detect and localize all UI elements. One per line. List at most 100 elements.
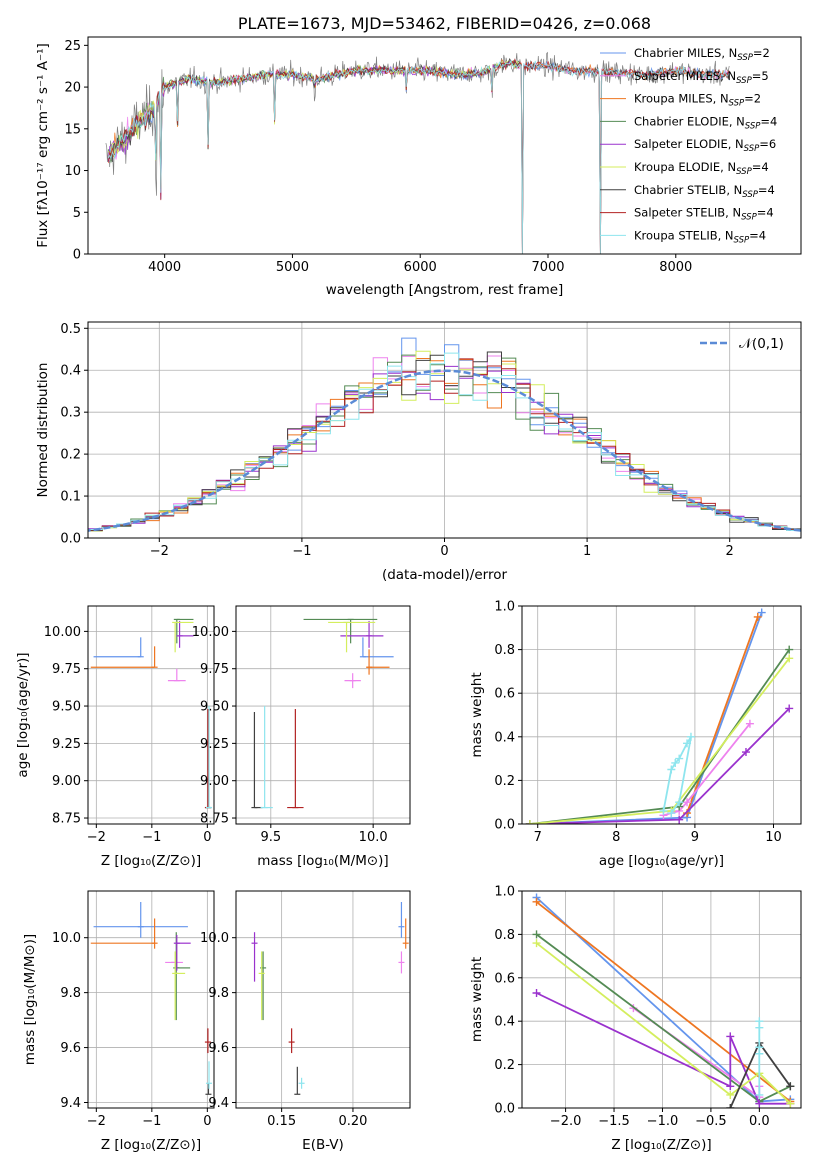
weight-marker [726, 1104, 735, 1108]
mass-EBV-y-tick-label: 9.6 [208, 1041, 229, 1056]
residuals-x-tick-label: 2 [726, 544, 734, 559]
weight-age-x-tick-label: 9 [691, 830, 699, 845]
weight-marker [726, 1090, 735, 1099]
weight-marker [667, 809, 676, 818]
weight-marker [532, 939, 541, 948]
weight-age-x-tick-label: 7 [534, 830, 542, 845]
age-mass-x-axis-label: mass [log₁₀(M/M⊙)] [257, 853, 388, 869]
residual-y-axis-label: Normed distribution [35, 363, 51, 498]
weight-marker [785, 704, 794, 713]
weight-marker [667, 765, 676, 774]
mass-Z-x-tick-label: −1 [142, 1114, 161, 1129]
age-mass-y-tick-label: 8.75 [200, 812, 229, 827]
residuals-x-tick-label: 1 [583, 544, 591, 559]
plot-layer [88, 51, 801, 1108]
mass-Z-y-tick-label: 9.8 [60, 986, 81, 1001]
weight-marker [755, 1023, 764, 1032]
age-mass-x-tick-label: 10.0 [359, 830, 388, 845]
model-spectrum-line [108, 59, 730, 254]
histogram-line [88, 352, 801, 533]
mass-EBV-plot-area [251, 901, 409, 1095]
weight-Z-plot-area [532, 893, 795, 1108]
weight-marker [683, 798, 692, 807]
weight-marker [755, 1049, 764, 1058]
weight-line [529, 657, 790, 824]
weight-line [535, 942, 791, 1105]
weight-line [535, 901, 791, 1103]
spectrum-x-tick-label: 6000 [404, 260, 437, 275]
mass-EBV-x-axis-label: E(B-V) [302, 1137, 344, 1153]
chart-title: PLATE=1673, MJD=53462, FIBERID=0426, z=0… [238, 14, 651, 33]
age-mass-plot-area [251, 618, 394, 809]
weight-age-y-tick-label: 0.8 [494, 643, 515, 658]
weight-marker [726, 1082, 735, 1091]
age-mass-y-tick-label: 9.75 [200, 662, 229, 677]
weight-marker [741, 748, 750, 757]
residuals-y-tick-label: 0.3 [60, 406, 81, 421]
residuals-y-tick-label: 0.4 [60, 364, 81, 379]
weight-Z-y-tick-label: 1.0 [494, 885, 515, 900]
age-mass-y-tick-label: 9.25 [200, 737, 229, 752]
weight-marker [532, 988, 541, 997]
weight-age-y-tick-label: 0.2 [494, 774, 515, 789]
grid-layer [88, 322, 801, 1109]
mass-Z-y-tick-label: 9.4 [60, 1096, 81, 1111]
spectrum-y-tick-label: 0 [73, 248, 81, 263]
weight-marker [785, 645, 794, 654]
weight-marker [683, 739, 692, 748]
residuals-x-tick-label: −1 [292, 544, 311, 559]
weight-age-y-tick-label: 0.6 [494, 687, 515, 702]
model-spectrum-line [108, 59, 730, 254]
weight-age-y-tick-label: 1.0 [494, 600, 515, 615]
weight-age-y-tick-label: 0.4 [494, 730, 515, 745]
age-Z-x-tick-label: −1 [142, 830, 161, 845]
weight-marker [686, 732, 695, 741]
weight-marker [525, 820, 534, 824]
legend-label: Salpeter ELODIE, NSSP=6 [634, 137, 776, 154]
model-spectrum-line [108, 57, 730, 254]
residuals-x-tick-label: −2 [150, 544, 169, 559]
mass-EBV-y-tick-label: 9.8 [208, 986, 229, 1001]
mass-Z-x-axis-label: Z [log₁₀(Z/Z⊙)] [101, 1137, 201, 1153]
age-Z-y-tick-label: 8.75 [52, 812, 81, 827]
spectrum-frame [87, 36, 802, 255]
axes-layer [84, 36, 802, 1112]
age-Z-y-tick-label: 9.50 [52, 700, 81, 715]
mass-Z-y-axis-label: mass [log₁₀(M/M⊙)] [22, 934, 38, 1065]
weight-marker [675, 815, 684, 824]
residuals-y-tick-label: 0.5 [60, 322, 81, 337]
spectrum-y-axis-label: Flux [fλ10⁻¹⁷ erg cm⁻² s⁻¹ A⁻¹] [35, 43, 51, 248]
mass-Z-plot-area [90, 901, 213, 1095]
weight-Z-y-tick-label: 0.2 [494, 1058, 515, 1073]
age-Z-x-axis-label: Z [log₁₀(Z/Z⊙)] [101, 853, 201, 869]
weight-age-y-tick-label: 0.0 [494, 818, 515, 833]
mass-EBV-x-tick-label: 0.15 [267, 1114, 296, 1129]
weight-marker [532, 897, 541, 906]
age-Z-frame [87, 605, 215, 825]
mass-EBV-y-tick-label: 9.4 [208, 1096, 229, 1111]
spectrum-x-tick-label: 7000 [531, 260, 564, 275]
spectrum-y-tick-label: 20 [64, 81, 81, 96]
model-spectrum-line [108, 58, 521, 187]
age-Z-y-tick-label: 9.00 [52, 774, 81, 789]
mass-EBV-y-tick-label: 10.0 [200, 931, 229, 946]
normal-legend-label: 𝒩(0,1) [739, 336, 784, 352]
residuals-y-tick-label: 0.0 [60, 532, 81, 547]
weight-age-x-tick-label: 10 [765, 830, 782, 845]
weight-Z-y-tick-label: 0.4 [494, 1015, 515, 1030]
weight-marker [532, 930, 541, 939]
weight-line [686, 616, 759, 814]
legend-label: Salpeter STELIB, NSSP=4 [634, 206, 774, 223]
weight-marker [671, 758, 680, 767]
weight-marker [659, 806, 668, 815]
mass-Z-y-tick-label: 9.6 [60, 1041, 81, 1056]
age-Z-x-tick-label: −2 [87, 830, 106, 845]
spectrum-y-tick-label: 15 [64, 122, 81, 137]
age-mass-y-tick-label: 9.00 [200, 774, 229, 789]
spectrum-x-tick-label: 8000 [659, 260, 692, 275]
age-Z-y-axis-label: age [log₁₀(age/yr)] [15, 652, 31, 777]
weight-line [536, 992, 791, 1105]
weight-Z-y-axis-label: mass weight [469, 957, 485, 1042]
mass-Z-x-tick-label: 0 [203, 1114, 211, 1129]
weight-age-x-tick-label: 8 [612, 830, 620, 845]
